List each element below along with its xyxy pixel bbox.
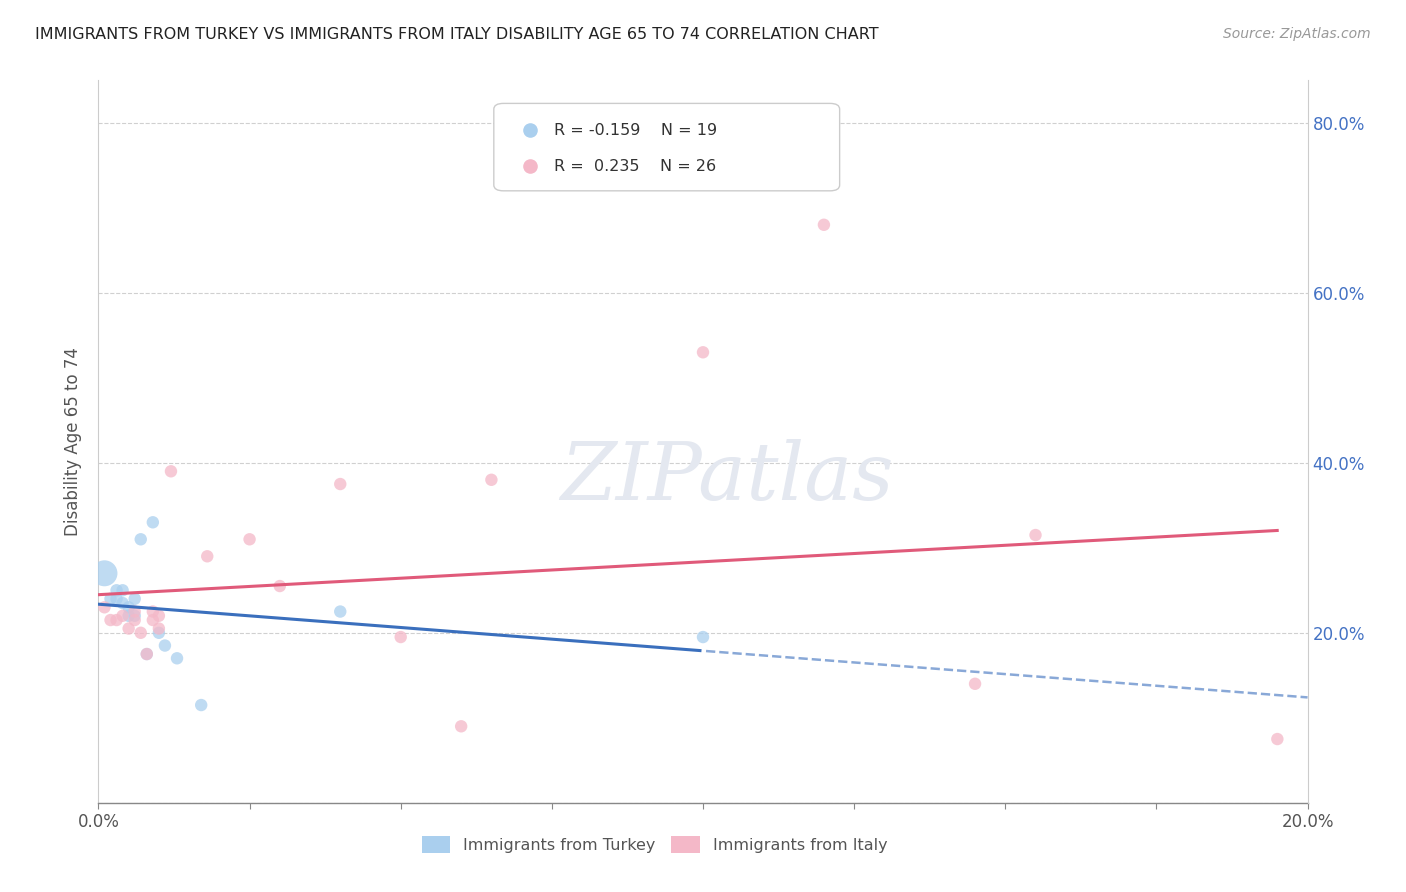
Point <box>93 600 115 615</box>
Y-axis label: Disability Age 65 to 74: Disability Age 65 to 74 <box>65 347 83 536</box>
Point <box>148 608 170 623</box>
Point <box>190 698 212 712</box>
Point <box>450 719 472 733</box>
Point <box>148 622 170 636</box>
Point <box>166 651 188 665</box>
Point <box>100 591 122 606</box>
Point <box>124 591 146 606</box>
Point <box>118 608 141 623</box>
Point <box>111 596 134 610</box>
Point <box>142 613 165 627</box>
Point <box>692 345 714 359</box>
Point <box>1267 732 1289 747</box>
Point <box>105 583 128 598</box>
Point <box>239 533 262 547</box>
Point <box>129 533 152 547</box>
Legend: Immigrants from Turkey, Immigrants from Italy: Immigrants from Turkey, Immigrants from … <box>415 830 894 860</box>
Point <box>195 549 218 564</box>
Point <box>105 613 128 627</box>
Point <box>111 583 134 598</box>
Text: IMMIGRANTS FROM TURKEY VS IMMIGRANTS FROM ITALY DISABILITY AGE 65 TO 74 CORRELAT: IMMIGRANTS FROM TURKEY VS IMMIGRANTS FRO… <box>35 27 879 42</box>
Point <box>124 613 146 627</box>
Point <box>135 647 157 661</box>
Point <box>124 605 146 619</box>
Point <box>1024 528 1046 542</box>
Point <box>148 625 170 640</box>
Point <box>111 608 134 623</box>
Text: ZIPatlas: ZIPatlas <box>561 439 894 516</box>
Point <box>142 605 165 619</box>
Point <box>93 566 115 581</box>
Point <box>118 600 141 615</box>
Point <box>153 639 176 653</box>
Point <box>129 625 152 640</box>
Point <box>142 516 165 530</box>
Point <box>118 622 141 636</box>
Point <box>269 579 291 593</box>
Text: R = -0.159    N = 19: R = -0.159 N = 19 <box>554 123 717 138</box>
Point <box>100 613 122 627</box>
Point <box>692 630 714 644</box>
Point <box>329 605 352 619</box>
Text: R =  0.235    N = 26: R = 0.235 N = 26 <box>554 159 717 174</box>
Point <box>389 630 412 644</box>
Point <box>813 218 835 232</box>
Point <box>135 647 157 661</box>
Point <box>965 677 987 691</box>
Point <box>105 591 128 606</box>
FancyBboxPatch shape <box>494 103 839 191</box>
Text: Source: ZipAtlas.com: Source: ZipAtlas.com <box>1223 27 1371 41</box>
Point <box>160 464 183 478</box>
Point <box>329 477 352 491</box>
Point <box>124 608 146 623</box>
Point <box>481 473 503 487</box>
